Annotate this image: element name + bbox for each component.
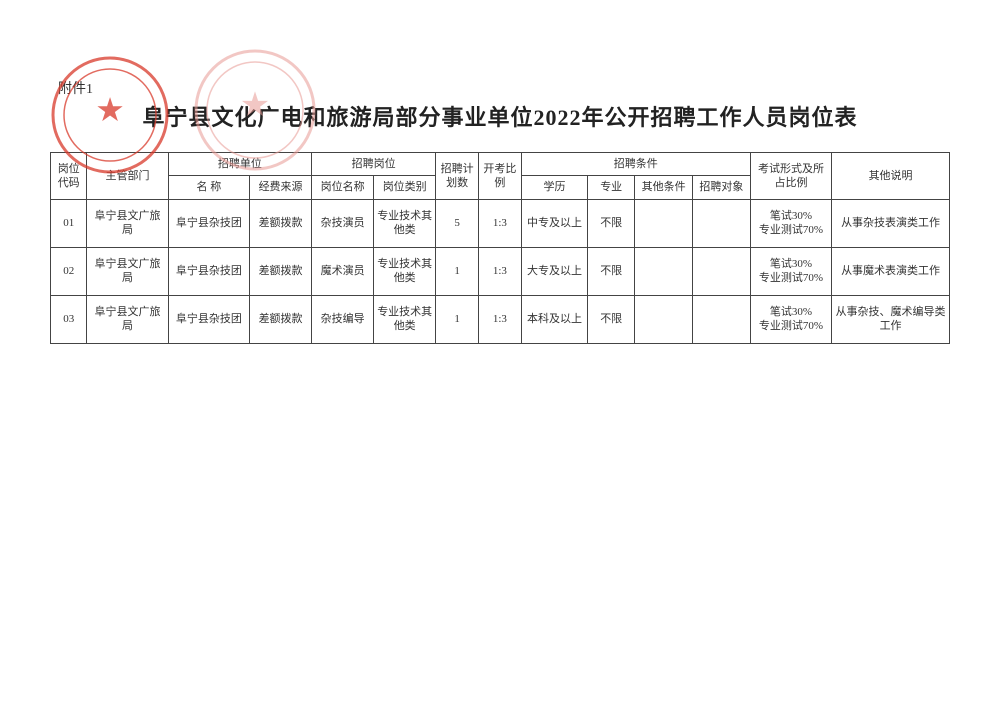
cell-ratio: 1:3: [479, 295, 522, 343]
cell-unit_fund: 差额拨款: [250, 247, 312, 295]
cell-target: [693, 199, 751, 247]
table-row: 01阜宁县文广旅局阜宁县杂技团差额拨款杂技演员专业技术其他类51:3中专及以上不…: [51, 199, 950, 247]
cell-post_cat: 专业技术其他类: [374, 247, 436, 295]
cell-ratio: 1:3: [479, 247, 522, 295]
cell-dept: 阜宁县文广旅局: [87, 199, 168, 247]
cell-major: 不限: [588, 295, 635, 343]
cell-notes: 从事杂技表演类工作: [832, 199, 950, 247]
cell-unit_name: 阜宁县杂技团: [168, 199, 249, 247]
cell-post_cat: 专业技术其他类: [374, 295, 436, 343]
cell-ratio: 1:3: [479, 199, 522, 247]
cell-code: 03: [51, 295, 87, 343]
cell-target: [693, 247, 751, 295]
cell-exam: 笔试30%专业测试70%: [750, 295, 831, 343]
cell-post_name: 魔术演员: [312, 247, 374, 295]
th-edu: 学历: [521, 176, 587, 199]
cell-post_cat: 专业技术其他类: [374, 199, 436, 247]
cell-plan: 1: [436, 295, 479, 343]
cell-plan: 1: [436, 247, 479, 295]
cell-other_cond: [635, 199, 693, 247]
table-row: 03阜宁县文广旅局阜宁县杂技团差额拨款杂技编导专业技术其他类11:3本科及以上不…: [51, 295, 950, 343]
th-major: 专业: [588, 176, 635, 199]
cell-major: 不限: [588, 247, 635, 295]
th-plan: 招聘计划数: [436, 153, 479, 200]
page-title: 阜宁县文化广电和旅游局部分事业单位2022年公开招聘工作人员岗位表: [50, 100, 950, 132]
th-post-group: 招聘岗位: [312, 153, 436, 176]
th-target: 招聘对象: [693, 176, 751, 199]
cell-code: 02: [51, 247, 87, 295]
cell-post_name: 杂技演员: [312, 199, 374, 247]
cell-plan: 5: [436, 199, 479, 247]
cell-unit_name: 阜宁县杂技团: [168, 247, 249, 295]
cell-notes: 从事杂技、魔术编导类工作: [832, 295, 950, 343]
th-cond-group: 招聘条件: [521, 153, 750, 176]
cell-edu: 大专及以上: [521, 247, 587, 295]
th-post-name: 岗位名称: [312, 176, 374, 199]
cell-exam: 笔试30%专业测试70%: [750, 199, 831, 247]
cell-dept: 阜宁县文广旅局: [87, 295, 168, 343]
cell-other_cond: [635, 247, 693, 295]
th-exam: 考试形式及所占比例: [750, 153, 831, 200]
cell-other_cond: [635, 295, 693, 343]
cell-edu: 中专及以上: [521, 199, 587, 247]
th-unit-fund: 经费来源: [250, 176, 312, 199]
th-post-cat: 岗位类别: [374, 176, 436, 199]
cell-notes: 从事魔术表演类工作: [832, 247, 950, 295]
page: 附件1 ★ ★ 阜宁县文化广电和旅游局部分事业单位2022年公开招聘工作人员岗位…: [0, 0, 1000, 384]
attachment-label: 附件1: [58, 78, 93, 98]
cell-exam: 笔试30%专业测试70%: [750, 247, 831, 295]
cell-dept: 阜宁县文广旅局: [87, 247, 168, 295]
th-unit-group: 招聘单位: [168, 153, 311, 176]
cell-unit_fund: 差额拨款: [250, 199, 312, 247]
th-other-cond: 其他条件: [635, 176, 693, 199]
th-unit-name: 名 称: [168, 176, 249, 199]
th-notes: 其他说明: [832, 153, 950, 200]
cell-major: 不限: [588, 199, 635, 247]
positions-table: 岗位代码 主管部门 招聘单位 招聘岗位 招聘计划数 开考比例 招聘条件 考试形式…: [50, 152, 950, 344]
cell-edu: 本科及以上: [521, 295, 587, 343]
cell-post_name: 杂技编导: [312, 295, 374, 343]
cell-code: 01: [51, 199, 87, 247]
th-code: 岗位代码: [51, 153, 87, 200]
th-ratio: 开考比例: [479, 153, 522, 200]
cell-target: [693, 295, 751, 343]
table-row: 02阜宁县文广旅局阜宁县杂技团差额拨款魔术演员专业技术其他类11:3大专及以上不…: [51, 247, 950, 295]
th-dept: 主管部门: [87, 153, 168, 200]
cell-unit_fund: 差额拨款: [250, 295, 312, 343]
cell-unit_name: 阜宁县杂技团: [168, 295, 249, 343]
